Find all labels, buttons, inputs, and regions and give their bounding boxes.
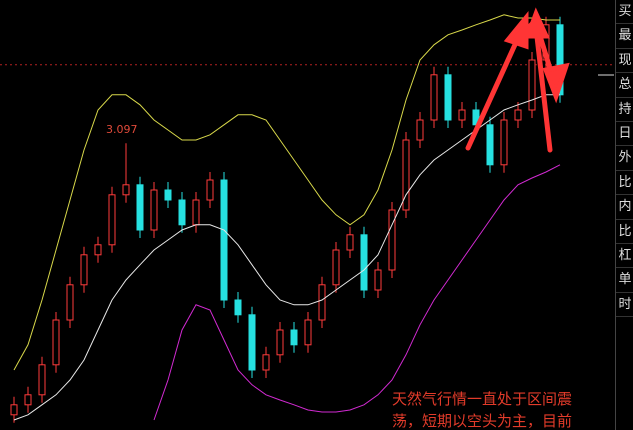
side-label: 买 xyxy=(616,0,633,25)
side-label: 时 xyxy=(616,293,633,318)
candle-body xyxy=(262,354,270,371)
candle-body xyxy=(122,184,130,196)
candle-body xyxy=(80,254,88,286)
candle-body xyxy=(360,234,368,291)
candle-body xyxy=(430,74,438,121)
candle-body xyxy=(500,119,508,166)
candle-body xyxy=(388,209,396,271)
side-label: 单 xyxy=(616,268,633,293)
note: 天然气行情一直处于区间震 荡，短期以空头为主，目前 xyxy=(392,388,572,430)
note-line: 荡，短期以空头为主，目前 xyxy=(392,412,573,430)
candle-body xyxy=(52,319,60,366)
candle-body xyxy=(24,394,32,406)
candle-body xyxy=(66,284,74,321)
band-line xyxy=(13,94,560,421)
side-label: 持 xyxy=(616,98,633,122)
side-label: 日 xyxy=(616,122,633,147)
candle-body xyxy=(108,194,116,246)
note-line: 天然气行情一直处于区间震 xyxy=(392,390,573,408)
side-label: 内 xyxy=(616,195,633,220)
candle-body xyxy=(318,284,326,321)
candle-body xyxy=(206,179,214,201)
candle-body xyxy=(416,119,424,141)
band-line xyxy=(13,14,560,371)
candle-body xyxy=(136,184,144,231)
candle-body xyxy=(38,364,46,396)
band-line xyxy=(153,164,561,421)
candle-body xyxy=(374,269,382,291)
candle-body xyxy=(10,404,18,416)
candle-body xyxy=(276,329,284,356)
side-label: 比 xyxy=(616,171,633,196)
arrowhead xyxy=(542,62,570,104)
candle-body xyxy=(178,199,186,226)
chart: 3.097 xyxy=(0,7,614,423)
candle-body xyxy=(290,329,298,346)
candle-body xyxy=(458,109,466,121)
candle-body xyxy=(234,299,242,316)
candle-body xyxy=(150,189,158,231)
candle-body xyxy=(444,74,452,121)
arrows xyxy=(465,7,570,153)
candle-body xyxy=(304,319,312,346)
candle-body xyxy=(332,249,340,286)
candle-body xyxy=(528,59,536,111)
side-label: 比 xyxy=(616,220,633,244)
candle-body xyxy=(514,109,522,121)
candle-body xyxy=(192,199,200,226)
side-label: 总 xyxy=(616,73,633,98)
arrow xyxy=(533,25,553,153)
candle-body xyxy=(164,189,172,201)
side-panel: 买最现总持日外比内比杠单时 xyxy=(615,0,633,430)
side-label: 杠 xyxy=(616,244,633,269)
side-label: 现 xyxy=(616,49,633,74)
arrow xyxy=(465,35,521,151)
high-label: 3.097 xyxy=(106,123,138,136)
arrowhead xyxy=(524,7,550,39)
candle-body xyxy=(220,179,228,301)
candle-body xyxy=(402,139,410,211)
side-label: 外 xyxy=(616,146,633,171)
side-label: 最 xyxy=(616,24,633,49)
candle-body xyxy=(486,124,494,166)
candle-body xyxy=(346,234,354,251)
candle-body xyxy=(248,314,256,371)
candle-body xyxy=(94,244,102,256)
